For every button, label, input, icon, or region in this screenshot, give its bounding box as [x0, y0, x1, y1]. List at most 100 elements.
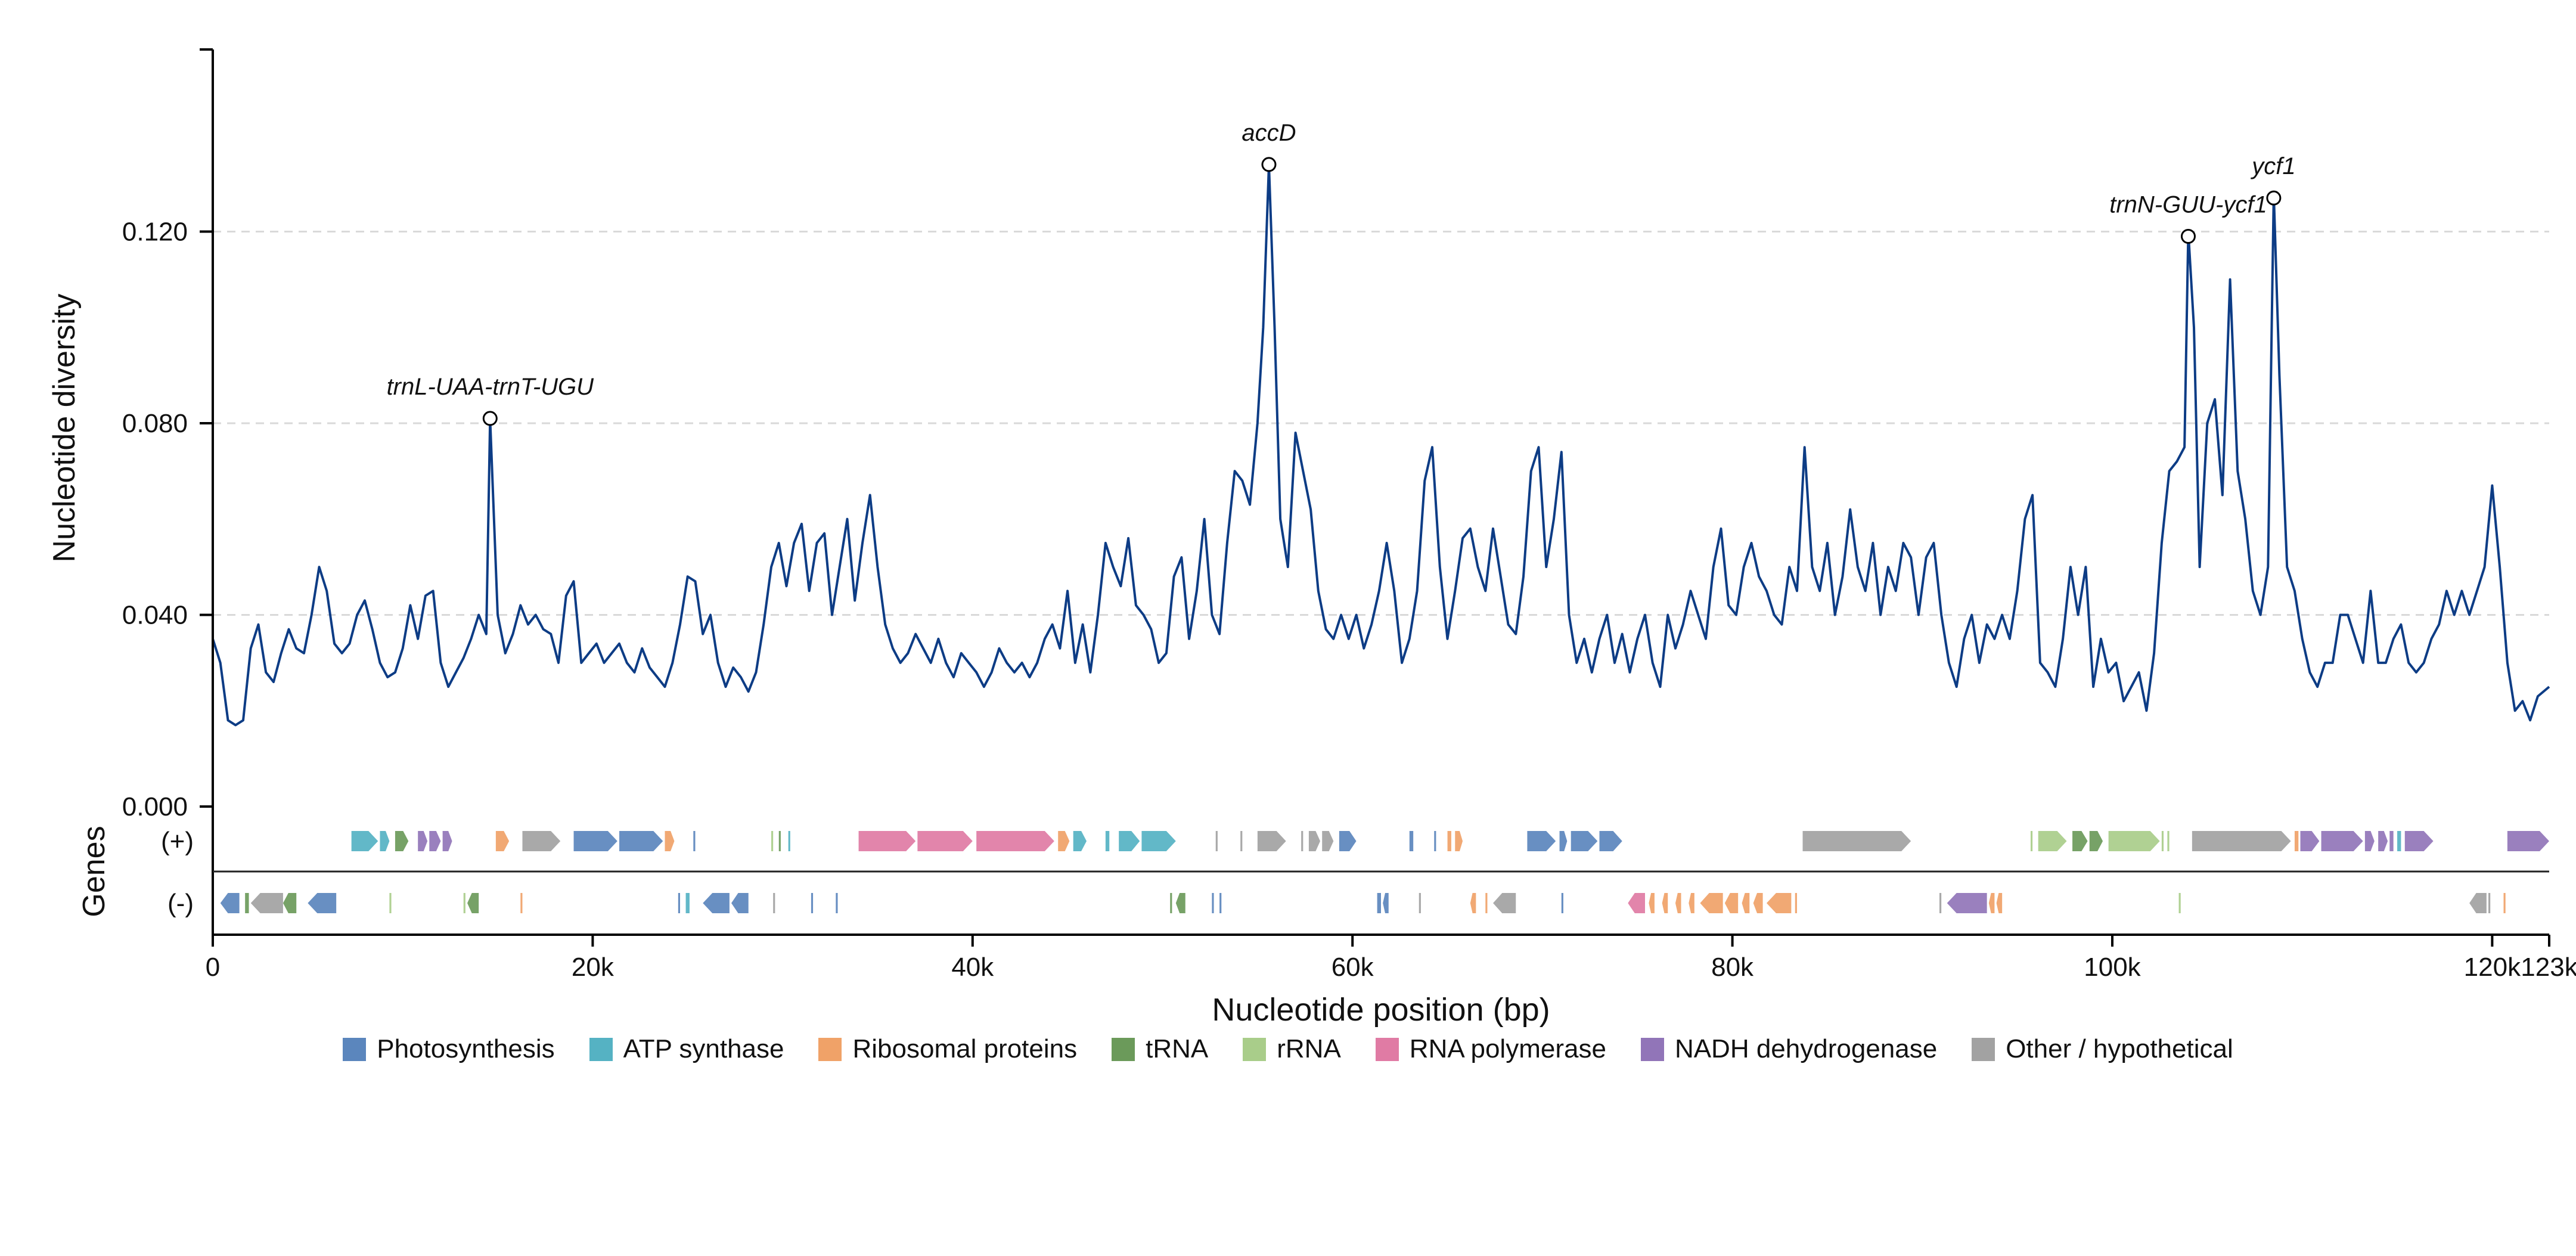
- gene-minus-4: [308, 893, 337, 913]
- diversity-series: [212, 163, 2550, 727]
- gene-plus-24: [1240, 831, 1243, 851]
- gene-minus-44: [2488, 893, 2491, 913]
- gene-plus-38: [1802, 831, 1911, 851]
- y-tick-label-3: 0.120: [122, 217, 188, 246]
- gene-plus-23: [1215, 831, 1218, 851]
- gene-minus-26: [1561, 893, 1563, 913]
- gene-minus-0: [220, 893, 240, 913]
- x-tick-label-1: 20k: [572, 953, 614, 982]
- legend: Photosynthesis ATP synthase Ribosomal prot…: [0, 1034, 2576, 1064]
- gene-plus-11: [693, 831, 696, 851]
- gene-plus-31: [1434, 831, 1436, 851]
- grid-lines: [213, 230, 2549, 616]
- series-line-0: [212, 163, 2550, 727]
- axes: 0.000 0.040 0.080 0.120 Nucleotide diversity…: [47, 48, 2576, 1028]
- gene-minus-27: [1628, 893, 1645, 913]
- x-tick-label-3: 60k: [1332, 953, 1374, 982]
- gene-plus-0: [351, 831, 378, 851]
- peak-label-2: trnN-GUU-ycf1: [2109, 191, 2267, 218]
- x-tick-label-4: 80k: [1711, 953, 1754, 982]
- gene-plus-51: [2378, 831, 2388, 851]
- gene-plus-5: [442, 831, 452, 851]
- y-tick-label-2: 0.080: [122, 409, 188, 438]
- gene-track: Genes (+) (-): [77, 807, 2549, 936]
- gene-minus-2: [250, 893, 283, 913]
- gene-plus-1: [380, 831, 390, 851]
- gene-minus-18: [1212, 893, 1214, 913]
- gene-minus-9: [678, 893, 680, 913]
- gene-plus-21: [1119, 831, 1140, 851]
- gene-plus-4: [429, 831, 441, 851]
- gene-minus-19: [1219, 893, 1222, 913]
- x-tick-label-2: 40k: [951, 953, 994, 982]
- x-tick-label-6: 120k: [2464, 953, 2521, 982]
- gene-plus-10: [665, 831, 675, 851]
- legend-swatch-7: [1972, 1037, 1995, 1061]
- gene-minus-21: [1383, 893, 1389, 913]
- legend-item-1: ATP synthase: [589, 1034, 784, 1064]
- legend-swatch-3: [1112, 1037, 1135, 1061]
- peak-label-1: accD: [1242, 120, 1296, 146]
- legend-item-0: Photosynthesis: [343, 1034, 555, 1064]
- gene-minus-39: [1947, 893, 1987, 913]
- gene-minus-38: [1939, 893, 1942, 913]
- gene-minus-40: [1988, 893, 1995, 913]
- legend-label-4: rRNA: [1277, 1034, 1341, 1063]
- gene-plus-18: [1058, 831, 1070, 851]
- legend-swatch-4: [1243, 1037, 1267, 1061]
- legend-item-5: RNA polymerase: [1375, 1034, 1606, 1064]
- gene-plus-13: [778, 831, 781, 851]
- gene-plus-39: [2030, 831, 2033, 851]
- gene-minus-12: [731, 893, 749, 913]
- y-axis-title: Nucleotide diversity: [47, 294, 82, 563]
- gene-minus-29: [1662, 893, 1668, 913]
- legend-item-7: Other / hypothetical: [1972, 1034, 2233, 1064]
- legend-label-7: Other / hypothetical: [2006, 1034, 2233, 1063]
- x-tick-label-5: 100k: [2084, 953, 2141, 982]
- legend-label-2: Ribosomal proteins: [852, 1034, 1078, 1063]
- minus-strand-label: (-): [167, 889, 194, 918]
- gene-minus-28: [1649, 893, 1655, 913]
- gene-minus-35: [1753, 893, 1763, 913]
- gene-plus-16: [917, 831, 973, 851]
- plus-strand-label: (+): [161, 827, 194, 856]
- gene-plus-33: [1455, 831, 1463, 851]
- gene-plus-44: [2161, 831, 2164, 851]
- legend-label-1: ATP synthase: [623, 1034, 784, 1063]
- gene-plus-25: [1257, 831, 1286, 851]
- gene-minus-13: [773, 893, 775, 913]
- gene-minus-17: [1175, 893, 1185, 913]
- gene-minus-22: [1419, 893, 1421, 913]
- legend-label-3: tRNA: [1146, 1034, 1209, 1063]
- gene-plus-34: [1527, 831, 1556, 851]
- gene-plus-12: [771, 831, 774, 851]
- gene-plus-26: [1301, 831, 1303, 851]
- gene-plus-9: [619, 831, 663, 851]
- gene-plus-30: [1409, 831, 1414, 851]
- gene-plus-50: [2364, 831, 2375, 851]
- gene-plus-3: [418, 831, 428, 851]
- x-tick-label-0: 0: [206, 953, 220, 982]
- gene-plus-22: [1141, 831, 1176, 851]
- peak-label-3: ycf1: [2250, 153, 2295, 179]
- gene-plus-6: [495, 831, 510, 851]
- gene-minus-20: [1377, 893, 1381, 913]
- gene-minus-41: [1996, 893, 2003, 913]
- gene-plus-14: [788, 831, 790, 851]
- gene-minus-45: [2503, 893, 2506, 913]
- legend-label-6: NADH dehydrogenase: [1674, 1034, 1938, 1063]
- gene-plus-37: [1599, 831, 1622, 851]
- y-tick-label-0: 0.000: [122, 792, 188, 821]
- gene-plus-53: [2397, 831, 2401, 851]
- gene-minus-32: [1700, 893, 1723, 913]
- gene-plus-36: [1571, 831, 1598, 851]
- peak-label-0: trnL-UAA-trnT-UGU: [387, 374, 595, 400]
- gene-minus-8: [520, 893, 523, 913]
- gene-plus-27: [1308, 831, 1321, 851]
- legend-swatch-2: [818, 1037, 842, 1061]
- gene-minus-43: [2469, 893, 2487, 913]
- gene-plus-35: [1559, 831, 1568, 851]
- gene-plus-8: [573, 831, 617, 851]
